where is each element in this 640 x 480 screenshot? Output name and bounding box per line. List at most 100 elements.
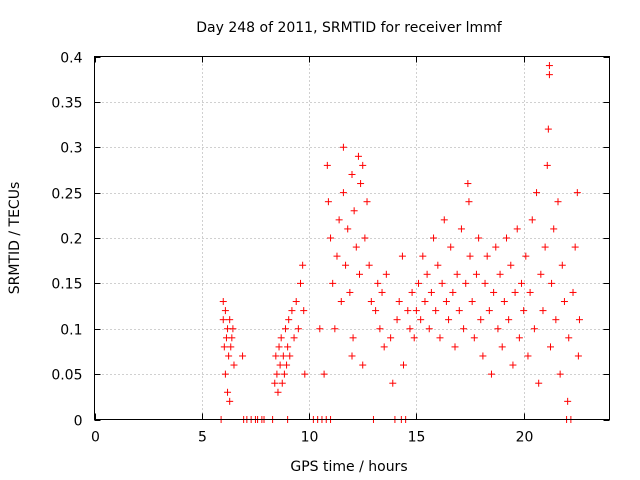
data-point xyxy=(545,71,553,79)
data-point xyxy=(526,288,534,296)
data-point xyxy=(481,279,489,287)
data-point xyxy=(220,343,228,351)
data-point xyxy=(558,261,566,269)
data-point xyxy=(367,298,375,306)
data-point xyxy=(275,343,283,351)
data-point xyxy=(543,161,551,169)
data-point xyxy=(427,288,435,296)
data-point xyxy=(374,279,382,287)
data-point xyxy=(511,288,519,296)
data-point xyxy=(284,343,292,351)
data-point xyxy=(421,298,429,306)
data-point xyxy=(224,388,232,396)
data-point xyxy=(528,216,536,224)
data-point xyxy=(423,270,431,278)
axis-ticks: 0 5 10 15 20 0 0.05 0.1 0.15 0.2 0.25 0.3 0.35 0.4 xyxy=(51,51,610,446)
data-point xyxy=(272,352,280,360)
data-point xyxy=(442,298,450,306)
x-tick-label: 20 xyxy=(516,430,534,446)
data-point xyxy=(509,361,517,369)
data-point xyxy=(545,62,553,70)
data-point xyxy=(239,352,247,360)
data-point xyxy=(271,379,279,387)
data-point xyxy=(359,361,367,369)
data-point xyxy=(432,307,440,315)
data-point xyxy=(273,370,281,378)
data-point xyxy=(337,298,345,306)
data-point xyxy=(354,152,362,160)
data-point xyxy=(286,352,294,360)
grid xyxy=(94,56,610,420)
data-point xyxy=(412,307,420,315)
y-axis-label: SRMTID / TECUs xyxy=(7,182,23,295)
data-point xyxy=(225,352,233,360)
data-point xyxy=(449,288,457,296)
data-point xyxy=(352,243,360,251)
data-point xyxy=(299,261,307,269)
y-tick-label: 0.15 xyxy=(51,277,82,293)
data-point xyxy=(507,261,515,269)
data-point xyxy=(294,325,302,333)
data-point xyxy=(475,234,483,242)
data-point xyxy=(425,325,433,333)
data-point xyxy=(348,352,356,360)
data-point xyxy=(477,316,485,324)
data-point xyxy=(359,161,367,169)
data-point xyxy=(500,298,508,306)
data-point xyxy=(342,261,350,269)
data-point xyxy=(283,361,291,369)
data-point xyxy=(457,225,465,233)
data-point xyxy=(324,198,332,206)
data-point xyxy=(438,279,446,287)
data-point xyxy=(518,279,526,287)
data-point xyxy=(520,307,528,315)
y-tick-label: 0.3 xyxy=(60,141,82,157)
data-point xyxy=(363,198,371,206)
data-point xyxy=(552,316,560,324)
y-tick-label: 0.4 xyxy=(60,51,82,67)
data-point xyxy=(288,307,296,315)
data-point xyxy=(300,307,308,315)
data-point xyxy=(560,298,568,306)
data-point xyxy=(320,370,328,378)
data-point xyxy=(564,397,572,405)
data-point xyxy=(541,243,549,251)
data-point xyxy=(556,370,564,378)
data-point xyxy=(335,216,343,224)
data-points xyxy=(217,62,583,423)
data-point xyxy=(221,307,229,315)
data-point xyxy=(537,270,545,278)
plot-frame xyxy=(94,56,610,420)
data-point xyxy=(356,270,364,278)
data-point xyxy=(524,352,532,360)
data-point xyxy=(554,198,562,206)
data-point xyxy=(395,298,403,306)
data-point xyxy=(316,325,324,333)
data-point xyxy=(522,252,530,260)
data-point xyxy=(361,234,369,242)
data-point xyxy=(323,161,331,169)
data-point xyxy=(490,288,498,296)
data-point xyxy=(565,334,573,342)
y-tick-label: 0 xyxy=(74,414,83,430)
y-tick-label: 0.1 xyxy=(60,323,82,339)
data-point xyxy=(372,307,380,315)
data-point xyxy=(279,352,287,360)
data-point xyxy=(281,325,289,333)
data-point xyxy=(479,352,487,360)
data-point xyxy=(327,234,335,242)
data-point xyxy=(466,252,474,260)
x-tick-label: 10 xyxy=(301,430,319,446)
data-point xyxy=(339,189,347,197)
data-point xyxy=(417,316,425,324)
data-point xyxy=(496,270,504,278)
data-point xyxy=(228,334,236,342)
data-point xyxy=(462,279,470,287)
data-point xyxy=(346,288,354,296)
x-tick-label: 0 xyxy=(91,430,100,446)
data-point xyxy=(387,334,395,342)
x-tick-label: 15 xyxy=(408,430,426,446)
data-point xyxy=(483,252,491,260)
data-point xyxy=(349,334,357,342)
